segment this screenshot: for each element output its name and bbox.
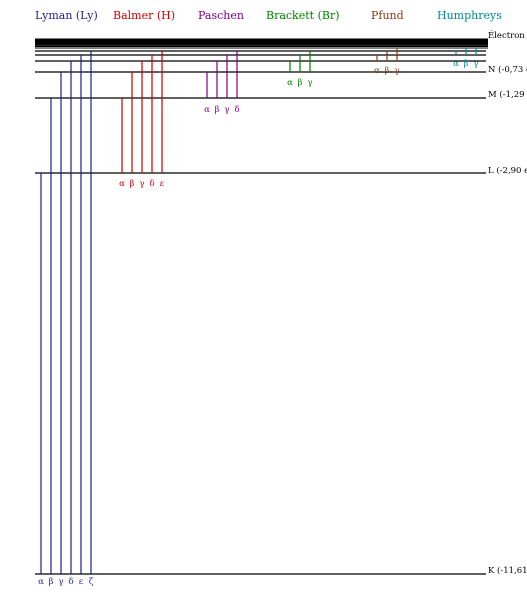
transition-label-pfund-1: α	[374, 66, 380, 76]
series-title-balmer: Balmer (H)	[113, 9, 175, 22]
transition-label-pfund-2: β	[385, 66, 390, 76]
level-free-electron	[35, 38, 488, 41]
transition-label-brackett-2: β	[298, 78, 303, 88]
level-label-M: M (-1,29 eV)	[488, 89, 527, 100]
transition-label-humphreys-3: γ	[473, 59, 478, 69]
series-title-pfund: Pfund	[371, 9, 404, 22]
transition-label-paschen-1: α	[204, 105, 210, 115]
transition-label-balmer-3: γ	[139, 179, 144, 189]
transition-label-balmer-4: δ	[149, 179, 154, 189]
transition-label-humphreys-2: β	[464, 59, 469, 69]
transition-label-lyman-6: ζ	[89, 577, 94, 587]
series-title-brackett: Brackett (Br)	[266, 9, 340, 22]
transition-label-lyman-5: ε	[79, 577, 84, 587]
transitions: α β γ δ ε ζα β γ δ εα β γ δα β γα β γα β γ	[38, 48, 479, 587]
series-title-paschen: Paschen	[198, 9, 244, 22]
transition-label-brackett-1: α	[287, 78, 293, 88]
transition-label-lyman-1: α	[38, 577, 44, 587]
transition-label-brackett-3: γ	[307, 78, 312, 88]
energy-levels	[35, 38, 488, 575]
transition-label-balmer-5: ε	[160, 179, 165, 189]
transition-label-lyman-4: δ	[68, 577, 73, 587]
transition-label-pfund-3: γ	[394, 66, 399, 76]
series-title-lyman: Lyman (Ly)	[35, 9, 98, 22]
transition-label-humphreys-1: α	[453, 59, 459, 69]
level-label-L: L (-2,90 eV)	[488, 165, 527, 176]
level-label-K: K (-11,61 eV)	[488, 565, 527, 576]
transition-label-balmer-2: β	[130, 179, 135, 189]
transition-label-balmer-1: α	[119, 179, 125, 189]
transition-label-paschen-2: β	[215, 105, 220, 115]
transition-label-lyman-3: γ	[58, 577, 63, 587]
level-label-N: N (-0,73 eV)	[488, 64, 527, 75]
series-title-humphreys: Humphreys	[437, 9, 502, 22]
transition-label-paschen-3: γ	[224, 105, 229, 115]
transition-label-lyman-2: β	[49, 577, 54, 587]
level-label-free: Électron libre	[488, 29, 527, 41]
transition-label-paschen-4: δ	[234, 105, 239, 115]
